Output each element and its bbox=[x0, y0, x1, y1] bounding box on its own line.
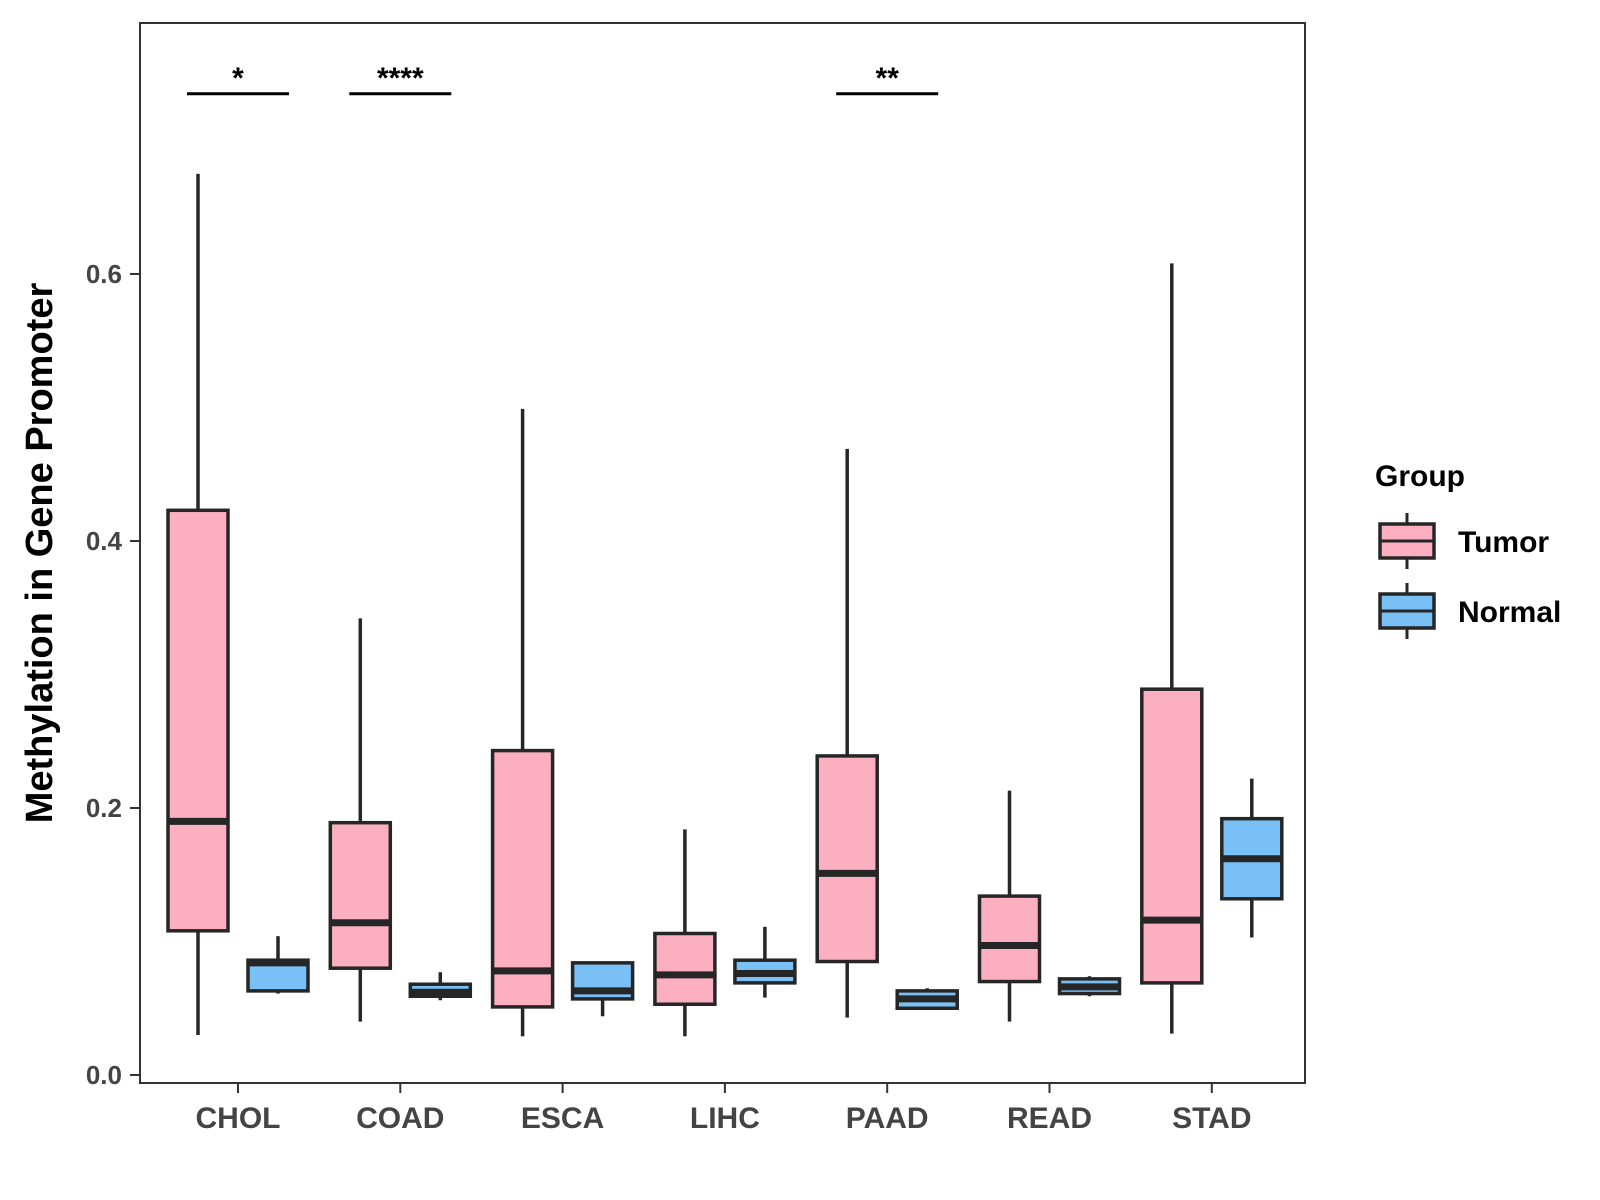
y-tick-label-1: 0.2 bbox=[86, 793, 122, 823]
x-tick-label-lihc: LIHC bbox=[690, 1102, 760, 1135]
box-tumor-lihc bbox=[653, 931, 717, 1006]
y-tick-label-2: 0.4 bbox=[86, 526, 123, 556]
box-group bbox=[166, 173, 1284, 1037]
significance-label-paad: ** bbox=[876, 62, 900, 95]
legend-label-normal: Normal bbox=[1458, 596, 1561, 629]
y-axis: 0.0 0.2 0.4 0.6 bbox=[86, 259, 140, 1090]
box-tumor-chol bbox=[166, 508, 230, 933]
box-tumor-read bbox=[977, 894, 1042, 984]
box-tumor-paad bbox=[815, 754, 879, 964]
x-axis: CHOL COAD ESCA LIHC PAAD READ STAD bbox=[196, 1083, 1252, 1135]
x-tick-label-coad: COAD bbox=[356, 1102, 444, 1135]
box-tumor-stad bbox=[1140, 687, 1204, 985]
significance-label-chol: * bbox=[232, 62, 244, 95]
plot-panel bbox=[139, 22, 1306, 1084]
legend-label-tumor: Tumor bbox=[1458, 526, 1549, 559]
y-tick-label-0: 0.0 bbox=[86, 1060, 122, 1090]
significance-label-coad: **** bbox=[377, 62, 424, 95]
legend: Group Tumor Normal bbox=[1375, 460, 1561, 639]
y-tick-label-3: 0.6 bbox=[86, 259, 122, 289]
legend-title: Group bbox=[1375, 460, 1465, 493]
x-tick-label-paad: PAAD bbox=[846, 1102, 929, 1135]
y-axis-title: Methylation in Gene Promoter bbox=[19, 283, 61, 824]
box-tumor-coad bbox=[328, 820, 393, 970]
x-tick-label-chol: CHOL bbox=[196, 1102, 281, 1135]
significance-group: * **** ** bbox=[187, 62, 939, 96]
x-tick-label-esca: ESCA bbox=[521, 1102, 604, 1135]
box-tumor-esca bbox=[490, 748, 555, 1009]
x-tick-label-stad: STAD bbox=[1172, 1102, 1251, 1135]
x-tick-label-read: READ bbox=[1007, 1102, 1092, 1135]
